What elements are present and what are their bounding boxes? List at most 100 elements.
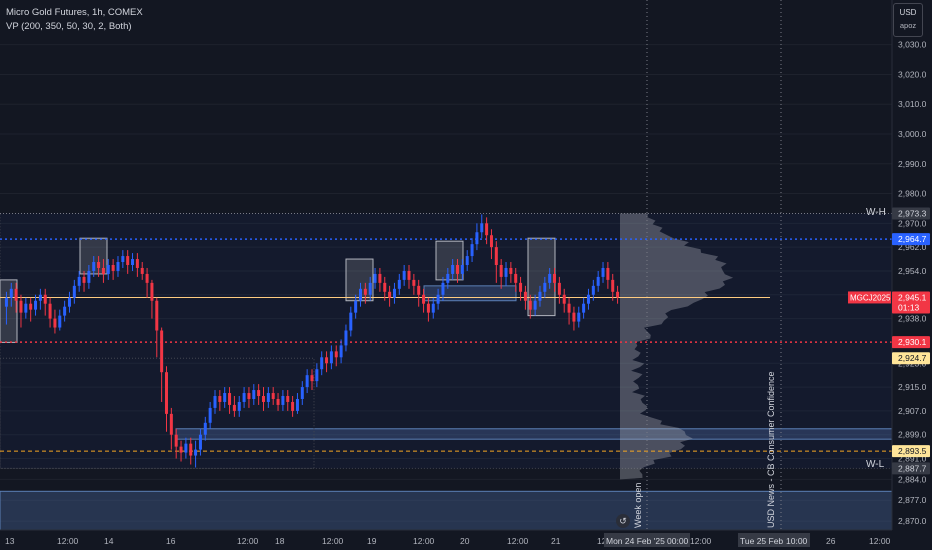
time-tick-label: 12:00 bbox=[322, 536, 344, 546]
price-label: 2,887.7 bbox=[898, 463, 927, 473]
candle-body bbox=[170, 414, 173, 435]
candle-body bbox=[330, 351, 333, 363]
candle-body bbox=[611, 280, 614, 292]
time-tick-label: 20 bbox=[460, 536, 470, 546]
candle-body bbox=[53, 319, 56, 328]
symbol-title[interactable]: Micro Gold Futures, 1h, COMEX bbox=[6, 6, 143, 20]
candle-body bbox=[277, 399, 280, 405]
price-tick-label: 2,954.0 bbox=[898, 266, 927, 276]
price-label: 2,924.7 bbox=[898, 353, 927, 363]
candle-body bbox=[602, 268, 605, 277]
candle-body bbox=[97, 262, 100, 268]
candle-body bbox=[524, 292, 527, 301]
support-zone bbox=[176, 429, 892, 439]
time-tick-label: 12:00 bbox=[413, 536, 435, 546]
candle-body bbox=[432, 304, 435, 313]
price-tick-label: 2,899.0 bbox=[898, 430, 927, 440]
candle-body bbox=[150, 283, 153, 301]
price-tick-label: 3,030.0 bbox=[898, 40, 927, 50]
price-tick-label: 3,000.0 bbox=[898, 129, 927, 139]
candle-body bbox=[466, 256, 469, 265]
candle-body bbox=[199, 435, 202, 450]
candle-body bbox=[107, 265, 110, 274]
candle-body bbox=[131, 259, 134, 265]
time-tick-label: 16 bbox=[166, 536, 176, 546]
price-tick-label: 2,884.0 bbox=[898, 474, 927, 484]
candle-body bbox=[398, 280, 401, 289]
candle-body bbox=[165, 372, 168, 414]
candle-body bbox=[388, 292, 391, 298]
candle-body bbox=[369, 283, 372, 295]
candle-body bbox=[446, 274, 449, 283]
candle-body bbox=[354, 301, 357, 313]
candle-body bbox=[112, 265, 115, 271]
price-tick-label: 2,915.0 bbox=[898, 382, 927, 392]
candle-body bbox=[291, 402, 294, 411]
candle-body bbox=[189, 444, 192, 456]
time-highlight-label: 10:00 bbox=[786, 536, 808, 546]
candle-body bbox=[204, 423, 207, 435]
candle-body bbox=[306, 375, 309, 387]
candle-body bbox=[374, 274, 377, 283]
candle-body bbox=[228, 393, 231, 405]
candle-body bbox=[495, 247, 498, 265]
candle-body bbox=[116, 262, 119, 271]
currency-selector[interactable]: USD apoz bbox=[893, 3, 923, 37]
price-tick-label: 3,020.0 bbox=[898, 69, 927, 79]
candle-body bbox=[403, 271, 406, 280]
candle-body bbox=[592, 286, 595, 295]
candle-body bbox=[529, 301, 532, 310]
chart-legend: Micro Gold Futures, 1h, COMEX VP (200, 3… bbox=[6, 6, 143, 34]
candle-body bbox=[325, 357, 328, 363]
time-tick-label: 21 bbox=[551, 536, 561, 546]
candle-body bbox=[184, 444, 187, 453]
candle-body bbox=[15, 289, 18, 301]
news-event-label: USD News - CB Consumer Confidence bbox=[766, 371, 776, 528]
time-tick-label: 26 bbox=[826, 536, 836, 546]
countdown-label: 01:13 bbox=[898, 302, 920, 312]
candle-body bbox=[223, 393, 226, 402]
candle-body bbox=[78, 277, 81, 286]
candle-body bbox=[505, 268, 508, 277]
candle-body bbox=[126, 256, 129, 265]
scroll-to-realtime-icon[interactable]: ↺ bbox=[616, 514, 630, 528]
candle-body bbox=[344, 331, 347, 346]
candle-body bbox=[485, 223, 488, 235]
candle-body bbox=[209, 408, 212, 423]
candle-body bbox=[422, 295, 425, 304]
candle-body bbox=[417, 286, 420, 295]
candle-body bbox=[378, 274, 381, 283]
week-high-label: W-H bbox=[866, 207, 886, 218]
candle-body bbox=[146, 274, 149, 283]
price-tick-label: 2,870.0 bbox=[898, 516, 927, 526]
indicator-title[interactable]: VP (200, 350, 50, 30, 2, Both) bbox=[6, 20, 143, 34]
candle-body bbox=[87, 271, 90, 283]
candle-body bbox=[175, 435, 178, 447]
candle-body bbox=[10, 289, 13, 298]
candle-body bbox=[412, 280, 415, 286]
candle-body bbox=[349, 313, 352, 331]
price-tick-label: 3,010.0 bbox=[898, 99, 927, 109]
candle-body bbox=[393, 289, 396, 298]
candle-body bbox=[49, 304, 52, 319]
time-tick-label: 12:00 bbox=[237, 536, 259, 546]
candle-body bbox=[441, 283, 444, 295]
session-box bbox=[436, 241, 463, 280]
candle-body bbox=[141, 268, 144, 274]
demand-zone bbox=[0, 491, 892, 530]
candle-body bbox=[19, 301, 22, 313]
candle-body bbox=[480, 223, 483, 232]
candle-body bbox=[582, 304, 585, 313]
candle-body bbox=[58, 316, 61, 328]
week-low-label: W-L bbox=[866, 459, 885, 470]
candle-body bbox=[39, 295, 42, 301]
time-axis: 1312:00141612:001812:001912:002012:00211… bbox=[0, 530, 892, 547]
candle-body bbox=[427, 304, 430, 313]
session-box bbox=[0, 280, 17, 343]
time-tick-label: 12:00 bbox=[57, 536, 79, 546]
candle-body bbox=[451, 265, 454, 274]
candle-body bbox=[63, 307, 66, 316]
time-tick-label: 12:00 bbox=[507, 536, 529, 546]
candle-body bbox=[408, 271, 411, 280]
